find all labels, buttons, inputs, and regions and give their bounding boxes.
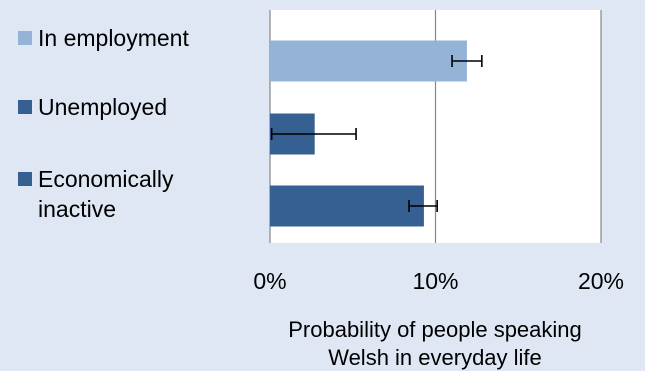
category-label-0-0: In employment [38,25,189,51]
x-tick-label-0: 0% [253,268,286,294]
bar-2 [270,185,424,227]
category-label-2-0: Economically [38,166,174,192]
x-tick-label-1: 10% [412,268,458,294]
error-bars [270,55,483,212]
bars [270,40,467,227]
x-tick-label-2: 20% [578,268,624,294]
category-swatch-1 [18,100,32,114]
category-label-2-1: inactive [38,196,116,222]
category-swatch-0 [18,31,32,45]
category-swatch-2 [18,172,32,186]
x-axis-title-line-1: Probability of people speaking [288,317,582,342]
category-label-1-0: Unemployed [38,94,167,120]
x-tick-labels: 0% 10% 20% [253,268,624,294]
bar-0 [270,40,467,82]
x-axis-title-line-2: Welsh in everyday life [328,345,542,370]
category-labels: In employment Unemployed Economically inact… [18,25,189,222]
